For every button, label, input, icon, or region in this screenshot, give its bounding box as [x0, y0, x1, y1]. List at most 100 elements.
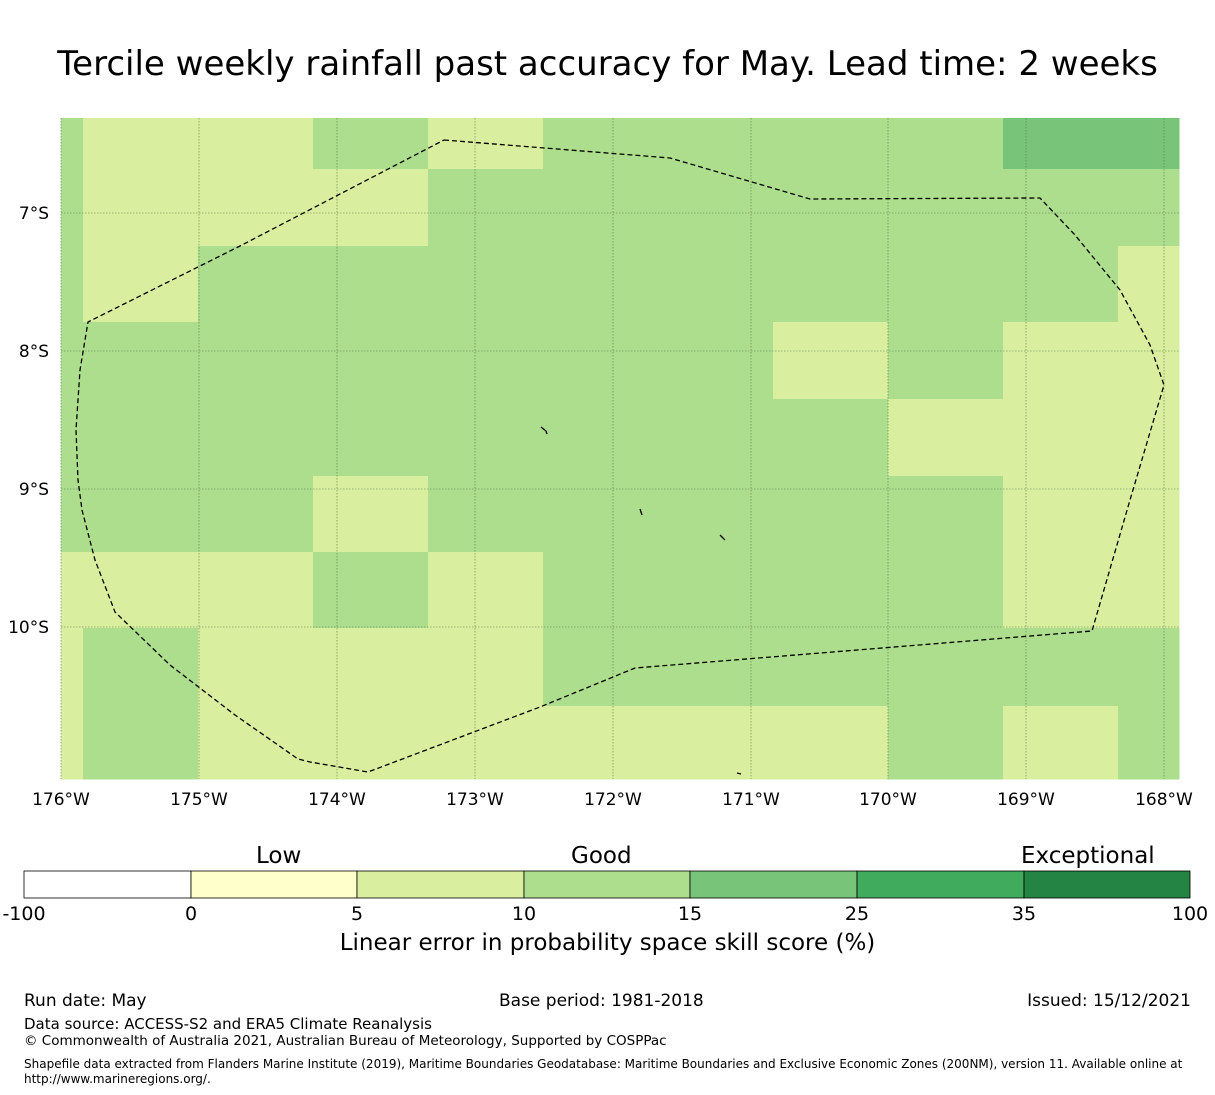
colorbar-tick-labels: -100 0 5 10 15 25 35 100	[2, 903, 1208, 925]
colorbar-bin	[856, 870, 1025, 899]
grid-cell	[61, 322, 84, 400]
grid-cell	[198, 399, 314, 477]
longitude-labels: 176°W 175°W 174°W 173°W 172°W 171°W 170°W 169°W…	[32, 790, 1193, 810]
lon-tick-label: 175°W	[170, 790, 228, 810]
grid-cell	[773, 246, 889, 323]
grid-cell	[1118, 706, 1180, 780]
grid-cell	[313, 552, 429, 629]
grid-cell	[1118, 552, 1180, 629]
grid-cell	[198, 628, 314, 707]
grid-cell	[1118, 118, 1180, 170]
grid-cell	[1118, 246, 1180, 323]
colorbar-tick: 0	[185, 903, 197, 925]
grid-cell	[773, 706, 889, 780]
issued-date: Issued: 15/12/2021	[1027, 991, 1191, 1011]
grid-cell	[1003, 476, 1119, 553]
graticule	[60, 118, 1179, 779]
grid-cell	[83, 552, 199, 629]
grid-cell	[658, 118, 774, 170]
grid-cell	[658, 169, 774, 247]
grid-cell	[888, 399, 1004, 477]
grid-cell	[1118, 169, 1180, 247]
grid-cell	[773, 552, 889, 629]
colorbar-tick: 25	[845, 903, 869, 925]
grid-cell	[83, 246, 199, 323]
eez-boundary	[75, 139, 1165, 773]
grid-cell	[1118, 476, 1180, 553]
grid-cell	[773, 322, 889, 400]
grid-cell	[1003, 118, 1119, 170]
lon-tick-label: 171°W	[722, 790, 780, 810]
lat-tick-label: 9°S	[19, 480, 49, 500]
grid-cell	[428, 246, 544, 323]
lat-tick-label: 10°S	[8, 618, 49, 638]
grid-cell	[83, 322, 199, 400]
grid-cell	[428, 552, 544, 629]
grid-cell	[543, 399, 659, 477]
skill-grid	[61, 118, 1180, 780]
grid-cell	[1003, 628, 1119, 707]
colorbar-tick: 35	[1012, 903, 1036, 925]
grid-cell	[1003, 706, 1119, 780]
grid-cell	[658, 399, 774, 477]
lon-tick-label: 169°W	[997, 790, 1055, 810]
grid-cell	[61, 706, 84, 780]
grid-cell	[83, 399, 199, 477]
lon-tick-label: 174°W	[308, 790, 366, 810]
grid-cell	[313, 118, 429, 170]
grid-cell	[658, 552, 774, 629]
latitude-labels: 7°S 8°S 9°S 10°S	[8, 204, 49, 638]
grid-cell	[888, 246, 1004, 323]
grid-cell	[313, 628, 429, 707]
copyright: © Commonwealth of Australia 2021, Austra…	[24, 1033, 667, 1049]
category-exceptional: Exceptional	[1021, 843, 1155, 869]
grid-cell	[543, 118, 659, 170]
grid-cell	[1118, 322, 1180, 400]
grid-cell	[428, 169, 544, 247]
grid-cell	[1003, 322, 1119, 400]
grid-cell	[773, 628, 889, 707]
island-nukunonu	[639, 508, 643, 516]
grid-cell	[61, 552, 84, 629]
colorbar-tick: 100	[1172, 903, 1208, 925]
grid-cell	[888, 706, 1004, 780]
data-source: Data source: ACCESS-S2 and ERA5 Climate …	[24, 1015, 432, 1033]
grid-cell	[198, 118, 314, 170]
colorbar-bin	[23, 870, 192, 899]
lon-tick-label: 172°W	[584, 790, 642, 810]
grid-cell	[658, 628, 774, 707]
grid-cell	[198, 322, 314, 400]
grid-cell	[61, 476, 84, 553]
grid-cell	[888, 552, 1004, 629]
grid-cell	[888, 476, 1004, 553]
grid-cell	[198, 169, 314, 247]
grid-cell	[313, 322, 429, 400]
grid-cell	[428, 399, 544, 477]
base-period: Base period: 1981-2018	[499, 991, 704, 1011]
grid-cell	[313, 399, 429, 477]
colorbar-bin	[190, 870, 358, 899]
lon-tick-label: 170°W	[859, 790, 917, 810]
grid-cell	[888, 118, 1004, 170]
lon-tick-label: 173°W	[446, 790, 504, 810]
grid-cell	[1003, 169, 1119, 247]
colorbar	[23, 870, 1191, 899]
colorbar-bin	[689, 870, 858, 899]
colorbar-tick: -100	[2, 903, 45, 925]
grid-cell	[1118, 628, 1180, 707]
grid-cell	[658, 706, 774, 780]
grid-cell	[198, 246, 314, 323]
grid-cell	[428, 476, 544, 553]
colorbar-bin	[523, 870, 691, 899]
category-low: Low	[256, 843, 302, 869]
colorbar-bin	[1023, 870, 1191, 899]
grid-cell	[83, 628, 199, 707]
lat-tick-label: 7°S	[19, 204, 49, 224]
grid-cell	[83, 476, 199, 553]
grid-cell	[428, 322, 544, 400]
grid-cell	[198, 476, 314, 553]
grid-cell	[543, 169, 659, 247]
grid-cell	[658, 246, 774, 323]
grid-cell	[773, 399, 889, 477]
